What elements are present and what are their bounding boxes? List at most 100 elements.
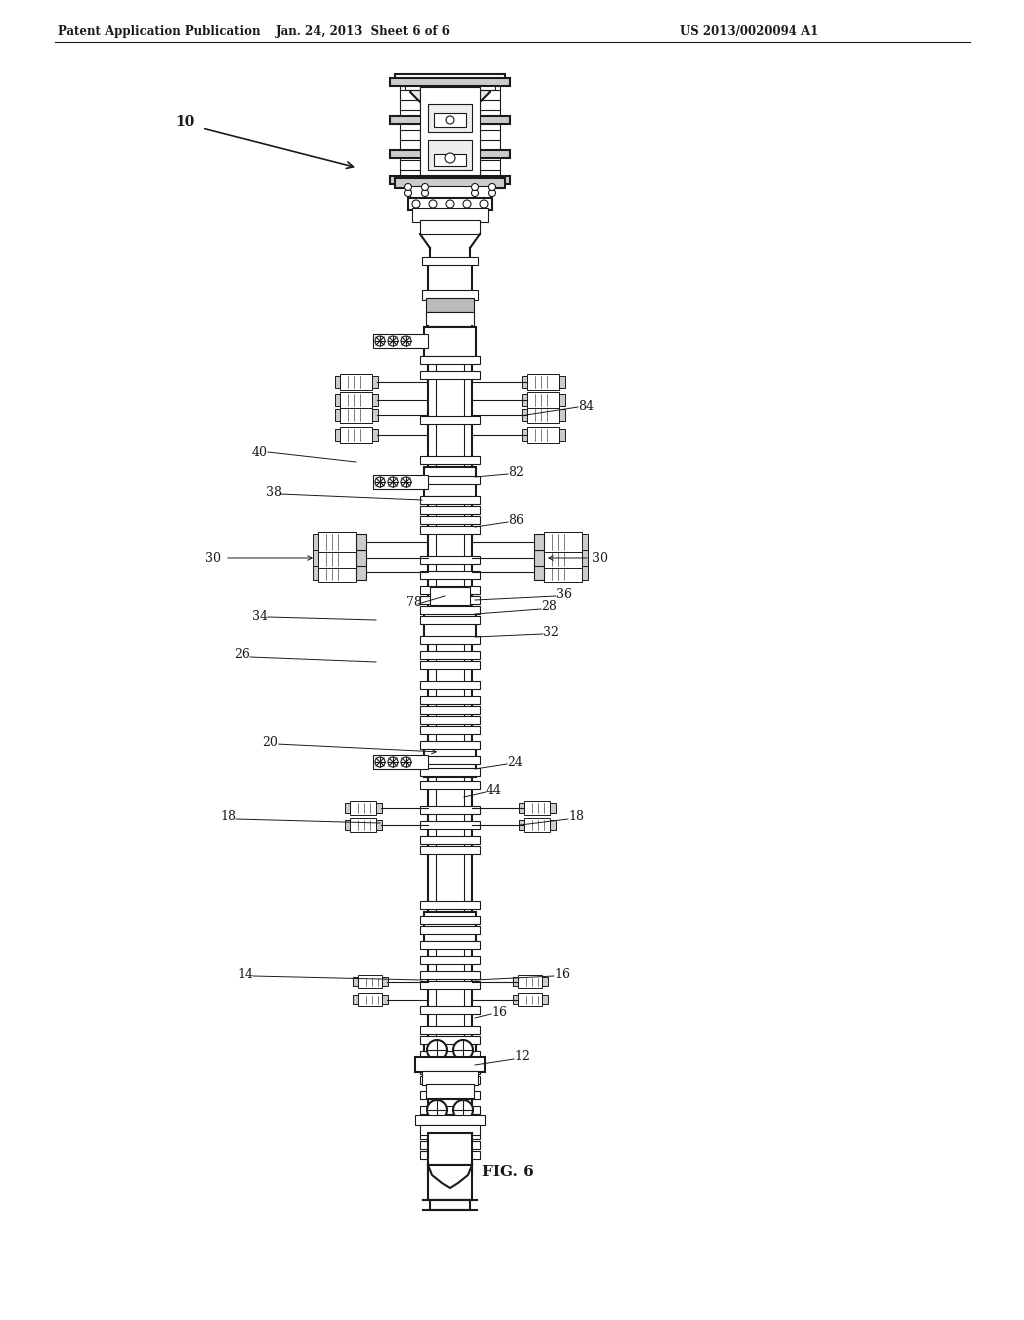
Bar <box>373 755 428 770</box>
Bar <box>420 981 480 989</box>
Bar <box>356 550 366 566</box>
Bar <box>544 532 582 552</box>
Bar <box>376 803 382 813</box>
Bar <box>430 261 470 292</box>
Bar <box>373 334 428 348</box>
Bar <box>518 993 542 1006</box>
Circle shape <box>480 201 488 209</box>
Bar <box>534 564 544 579</box>
Bar <box>420 1151 480 1159</box>
Bar <box>340 407 372 422</box>
Bar <box>582 550 588 566</box>
Bar <box>420 1006 480 1014</box>
Bar <box>358 993 382 1006</box>
Bar <box>373 475 428 488</box>
Bar <box>420 455 480 465</box>
Bar <box>424 912 476 942</box>
Bar <box>313 564 318 579</box>
Bar <box>390 78 510 86</box>
Bar <box>422 257 478 265</box>
Bar <box>356 550 362 566</box>
Text: 32: 32 <box>543 626 559 639</box>
Bar <box>353 977 358 986</box>
Bar <box>415 1057 485 1072</box>
Bar <box>424 1041 476 1072</box>
Circle shape <box>471 190 478 197</box>
Bar <box>420 636 480 644</box>
Bar <box>434 114 466 127</box>
Bar <box>430 1200 470 1210</box>
Text: 34: 34 <box>252 610 268 623</box>
Text: 86: 86 <box>508 513 524 527</box>
Bar <box>382 977 388 986</box>
Bar <box>382 995 388 1005</box>
Bar <box>356 564 366 579</box>
Bar <box>522 409 527 421</box>
Bar <box>424 1041 476 1072</box>
Bar <box>420 525 480 535</box>
Bar <box>559 393 565 407</box>
Bar <box>534 535 544 550</box>
Bar <box>353 995 358 1005</box>
Bar <box>335 409 340 421</box>
Text: US 2013/0020094 A1: US 2013/0020094 A1 <box>680 25 818 38</box>
Bar <box>420 821 480 829</box>
Bar <box>518 975 542 987</box>
Bar <box>345 803 350 813</box>
Bar <box>395 178 505 187</box>
Circle shape <box>422 183 428 190</box>
Circle shape <box>445 153 455 162</box>
Text: 16: 16 <box>490 1006 507 1019</box>
Bar <box>420 651 480 659</box>
Bar <box>420 661 480 669</box>
Bar <box>335 376 340 388</box>
Circle shape <box>412 201 420 209</box>
Bar <box>356 564 362 579</box>
Bar <box>527 392 559 408</box>
Circle shape <box>446 116 454 124</box>
Bar <box>420 836 480 843</box>
Bar <box>420 586 480 594</box>
Circle shape <box>404 190 412 197</box>
Bar <box>428 104 472 132</box>
Bar <box>559 429 565 441</box>
Bar <box>544 548 582 568</box>
Bar <box>550 803 556 813</box>
Bar <box>408 198 492 210</box>
Bar <box>428 1133 472 1166</box>
Bar <box>420 941 480 949</box>
Bar <box>424 609 476 639</box>
Bar <box>527 426 559 444</box>
Circle shape <box>488 183 496 190</box>
Bar <box>420 606 480 614</box>
Bar <box>527 407 559 422</box>
Bar <box>420 706 480 714</box>
Bar <box>318 532 356 552</box>
Text: 84: 84 <box>578 400 594 413</box>
Bar <box>428 140 472 170</box>
Bar <box>372 409 378 421</box>
Circle shape <box>446 201 454 209</box>
Bar <box>420 416 480 424</box>
Text: 10: 10 <box>175 115 195 129</box>
Bar <box>430 587 470 605</box>
Bar <box>434 154 466 166</box>
Text: 16: 16 <box>554 968 570 981</box>
Bar <box>527 374 559 389</box>
Bar <box>420 781 480 789</box>
Circle shape <box>427 1040 447 1060</box>
Text: 24: 24 <box>507 755 523 768</box>
Bar <box>420 597 480 605</box>
Bar <box>522 429 527 441</box>
Bar <box>550 820 556 830</box>
Bar <box>519 820 524 830</box>
Bar <box>372 429 378 441</box>
Text: 12: 12 <box>514 1051 529 1064</box>
Bar <box>424 467 476 498</box>
Bar <box>422 1071 478 1085</box>
Bar <box>420 768 480 776</box>
Bar <box>559 376 565 388</box>
Bar <box>356 535 362 550</box>
Bar <box>513 977 518 986</box>
Circle shape <box>453 1040 473 1060</box>
